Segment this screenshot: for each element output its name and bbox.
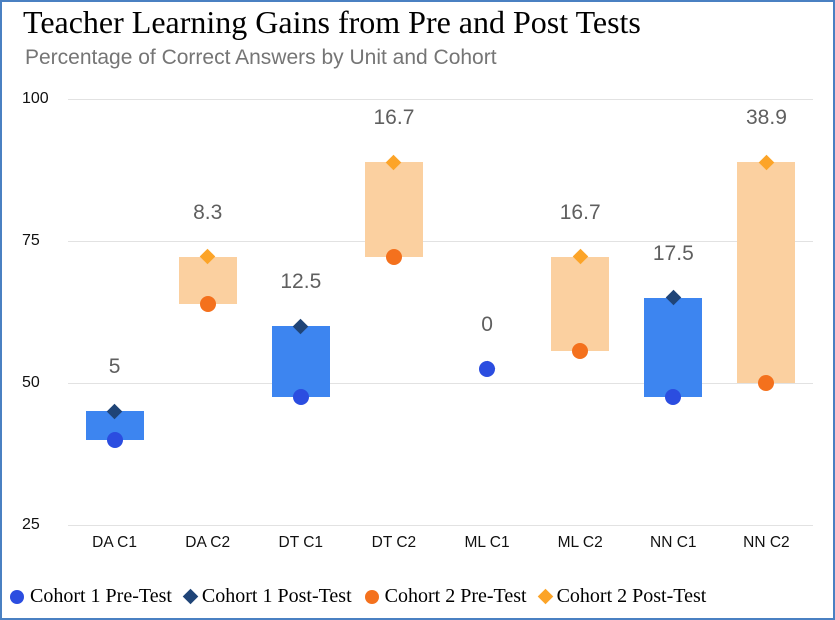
gain-label: 16.7 xyxy=(559,200,601,224)
range-bar xyxy=(271,326,330,398)
pre-test-marker-icon xyxy=(665,389,682,406)
legend-item: Cohort 1 Post-Test xyxy=(182,585,352,608)
legend: Cohort 1 Pre-Test Cohort 1 Post-Test Cohor… xyxy=(10,585,706,608)
x-axis-label: ML C1 xyxy=(464,534,510,551)
y-axis-label: 50 xyxy=(22,374,40,391)
x-axis-label: NN C2 xyxy=(743,534,790,551)
legend-circle-icon xyxy=(10,589,24,604)
pre-test-marker-icon xyxy=(385,248,402,265)
range-bar xyxy=(737,162,796,383)
gain-label: 17.5 xyxy=(652,241,694,265)
chart-title: Teacher Learning Gains from Pre and Post… xyxy=(23,4,641,40)
chart-subtitle: Percentage of Correct Answers by Unit an… xyxy=(25,46,497,69)
range-bar xyxy=(551,256,610,352)
legend-label: Cohort 2 Pre-Test xyxy=(384,585,527,607)
x-axis-label: DT C1 xyxy=(278,534,324,551)
legend-item: Cohort 2 Pre-Test xyxy=(364,585,527,608)
gain-label: 12.5 xyxy=(280,270,322,294)
pre-test-marker-icon xyxy=(199,296,216,313)
gain-label: 16.7 xyxy=(373,106,415,130)
legend-item: Cohort 1 Pre-Test xyxy=(10,585,172,608)
gridline xyxy=(68,383,813,384)
pre-test-marker-icon xyxy=(572,343,589,360)
gain-label: 0 xyxy=(481,312,493,336)
gridline xyxy=(68,241,813,242)
gridline xyxy=(68,525,813,526)
pre-test-marker-icon xyxy=(758,375,775,391)
y-axis-label: 25 xyxy=(22,516,40,533)
gain-label: 5 xyxy=(108,355,121,379)
pre-test-marker-icon xyxy=(292,389,309,406)
legend-circle-icon xyxy=(364,589,379,604)
gain-label: 8.3 xyxy=(193,200,223,224)
range-bar xyxy=(644,297,703,398)
y-axis-label: 100 xyxy=(22,90,49,107)
legend-label: Cohort 1 Post-Test xyxy=(201,585,352,607)
pre-test-marker-icon xyxy=(479,360,496,377)
x-axis-label: DT C2 xyxy=(371,534,417,551)
legend-diamond-icon xyxy=(537,588,553,605)
y-axis-label: 75 xyxy=(22,232,40,249)
legend-label: Cohort 2 Post-Test xyxy=(556,585,707,607)
x-axis-label: ML C2 xyxy=(557,534,603,551)
range-bar xyxy=(364,162,423,257)
x-axis-label: NN C1 xyxy=(650,534,697,551)
x-axis-label: DA C2 xyxy=(185,534,231,551)
gridline xyxy=(68,99,813,100)
legend-item: Cohort 2 Post-Test xyxy=(537,585,707,608)
x-axis-label: DA C1 xyxy=(92,534,137,551)
pre-test-marker-icon xyxy=(106,431,123,448)
gain-label: 38.9 xyxy=(746,106,787,130)
legend-diamond-icon xyxy=(182,588,199,605)
legend-label: Cohort 1 Pre-Test xyxy=(30,585,172,607)
